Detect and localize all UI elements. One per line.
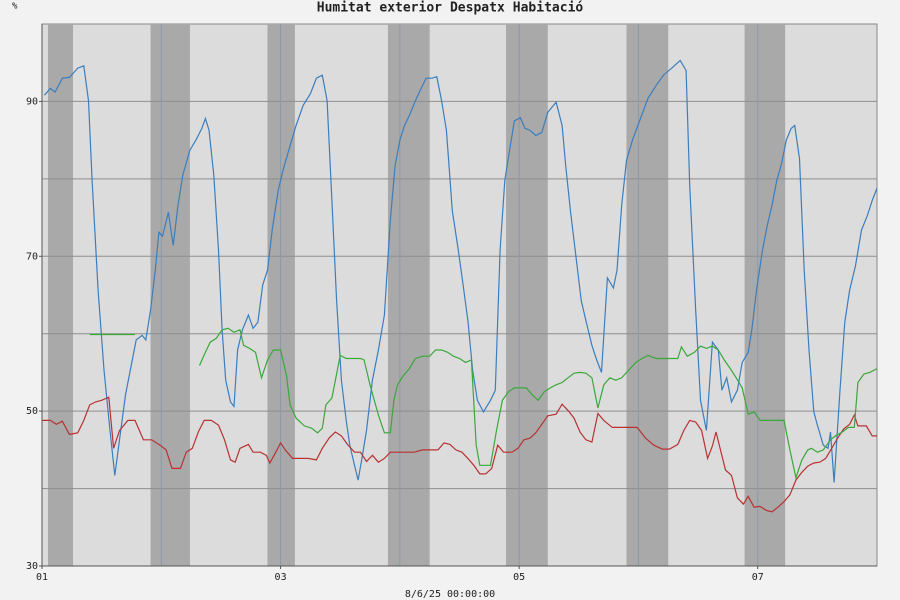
x-tick-label: 05 [513, 572, 525, 583]
shaded-band [506, 24, 548, 566]
y-tick-label: 30 [26, 561, 38, 572]
legend-entry: Despatx [450, 1, 505, 16]
x-tick-label: 07 [752, 572, 764, 583]
y-tick-label: 50 [26, 406, 38, 417]
series-line [89, 327, 878, 480]
shaded-band [150, 24, 190, 566]
x-tick-label: 03 [275, 572, 287, 583]
x-tick-label: 01 [36, 572, 48, 583]
y-tick-label: 70 [26, 251, 38, 262]
shaded-band [626, 24, 669, 566]
y-tick-label: 90 [26, 96, 38, 107]
legend-entry: Habitació [513, 1, 584, 16]
shaded-band [267, 24, 295, 566]
legend: Humitat exterior Despatx Habitació [317, 1, 584, 16]
series-line [43, 59, 878, 483]
series-line [42, 396, 877, 513]
shaded-band [47, 24, 74, 566]
unit-label: % [12, 2, 18, 12]
x-axis-label: 8/6/25 00:00:00 [405, 589, 495, 600]
legend-entry: Humitat exterior [317, 1, 442, 16]
shaded-band [744, 24, 786, 566]
shaded-band [387, 24, 430, 566]
